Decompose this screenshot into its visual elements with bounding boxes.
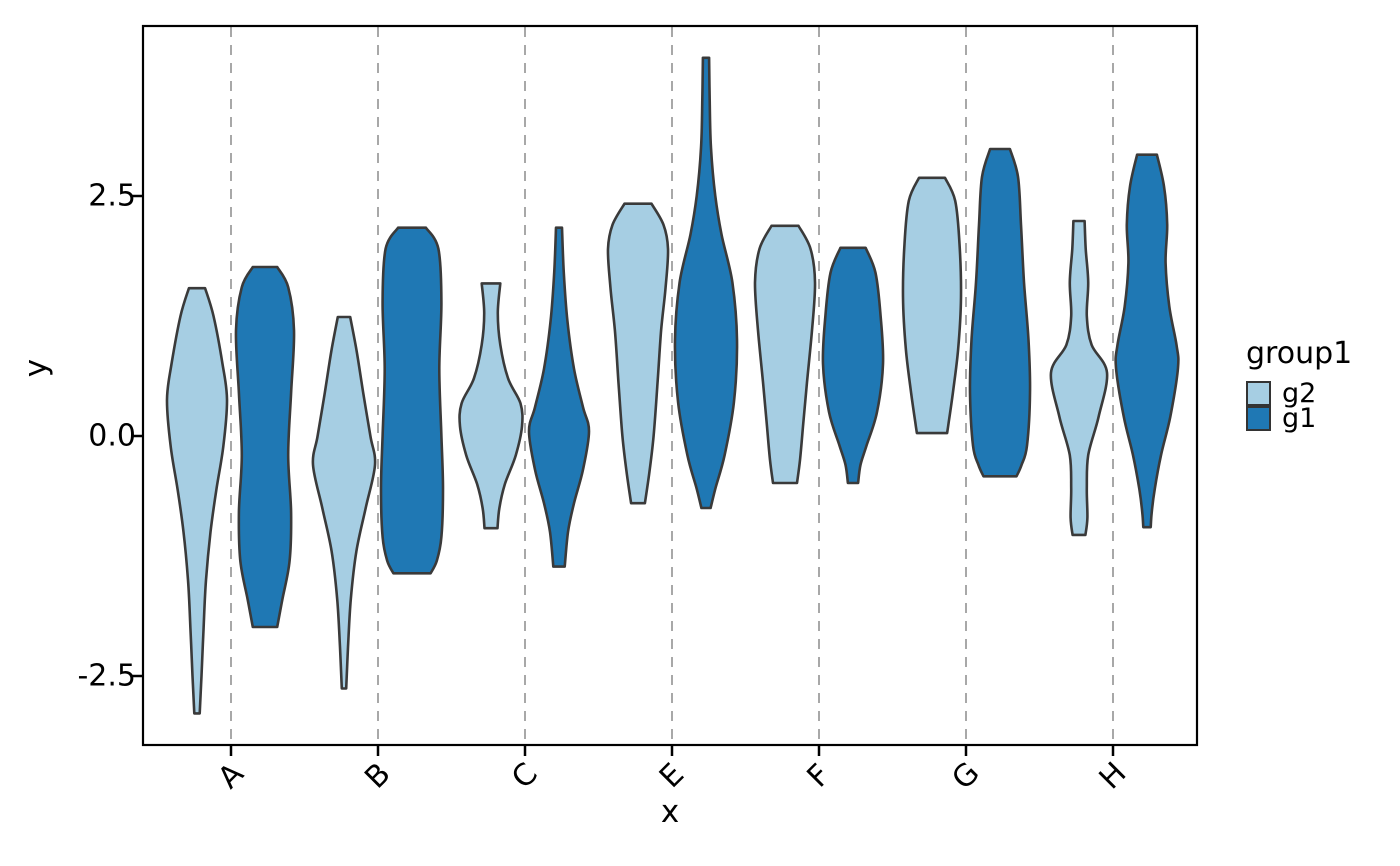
violin-F-g2 [753, 224, 817, 485]
violin-A-g2 [165, 286, 229, 715]
x-tick-label-G: G [945, 755, 986, 796]
axis-ticks-layer [132, 194, 1115, 756]
violin-B-g2 [311, 315, 377, 690]
panel-border [141, 24, 1199, 747]
x-tick-label-E: E [653, 757, 691, 795]
x-tick-label-H: H [1093, 756, 1134, 797]
legend-label-g1: g1 [1282, 403, 1317, 434]
gridlines-layer [230, 27, 1114, 744]
x-tick-label-F: F [801, 758, 838, 795]
violin-A-g1 [234, 265, 296, 629]
violin-B-g1 [379, 226, 445, 575]
violin-F-g1 [821, 246, 885, 485]
y-axis-title: y [18, 359, 54, 377]
violin-C-g1 [527, 226, 591, 568]
violin-G-g2 [901, 176, 963, 435]
y-tick-label--2.5: -2.5 [77, 659, 136, 694]
legend-label-g2: g2 [1282, 378, 1317, 409]
legend-item-g1: g1 [1246, 403, 1352, 434]
y-tick-label-0.0: 0.0 [88, 419, 136, 454]
violin-G-g1 [968, 147, 1032, 478]
x-tick-label-B: B [358, 756, 397, 795]
legend-title: group1 [1246, 336, 1353, 371]
legend: group1 g2 g1 [1246, 336, 1353, 434]
violin-H-g1 [1114, 153, 1180, 529]
x-axis-title: x [661, 794, 679, 830]
violin-E-g2 [606, 202, 670, 505]
violin-H-g2 [1049, 219, 1109, 537]
legend-items: g2 g1 [1246, 378, 1352, 434]
legend-key-g1-swatch [1246, 406, 1271, 431]
x-tick-label-C: C [505, 756, 545, 796]
legend-key-g2-swatch [1246, 381, 1271, 406]
violin-C-g2 [458, 282, 524, 530]
violin-E-g1 [673, 56, 739, 510]
x-tick-label-A: A [211, 756, 251, 796]
violins-layer [165, 56, 1180, 715]
axis-labels-layer: A B C E F G H 2.5 0.0 -2.5 [77, 179, 1133, 797]
y-tick-label-2.5: 2.5 [88, 179, 136, 214]
legend-item-g2: g2 [1246, 378, 1352, 409]
